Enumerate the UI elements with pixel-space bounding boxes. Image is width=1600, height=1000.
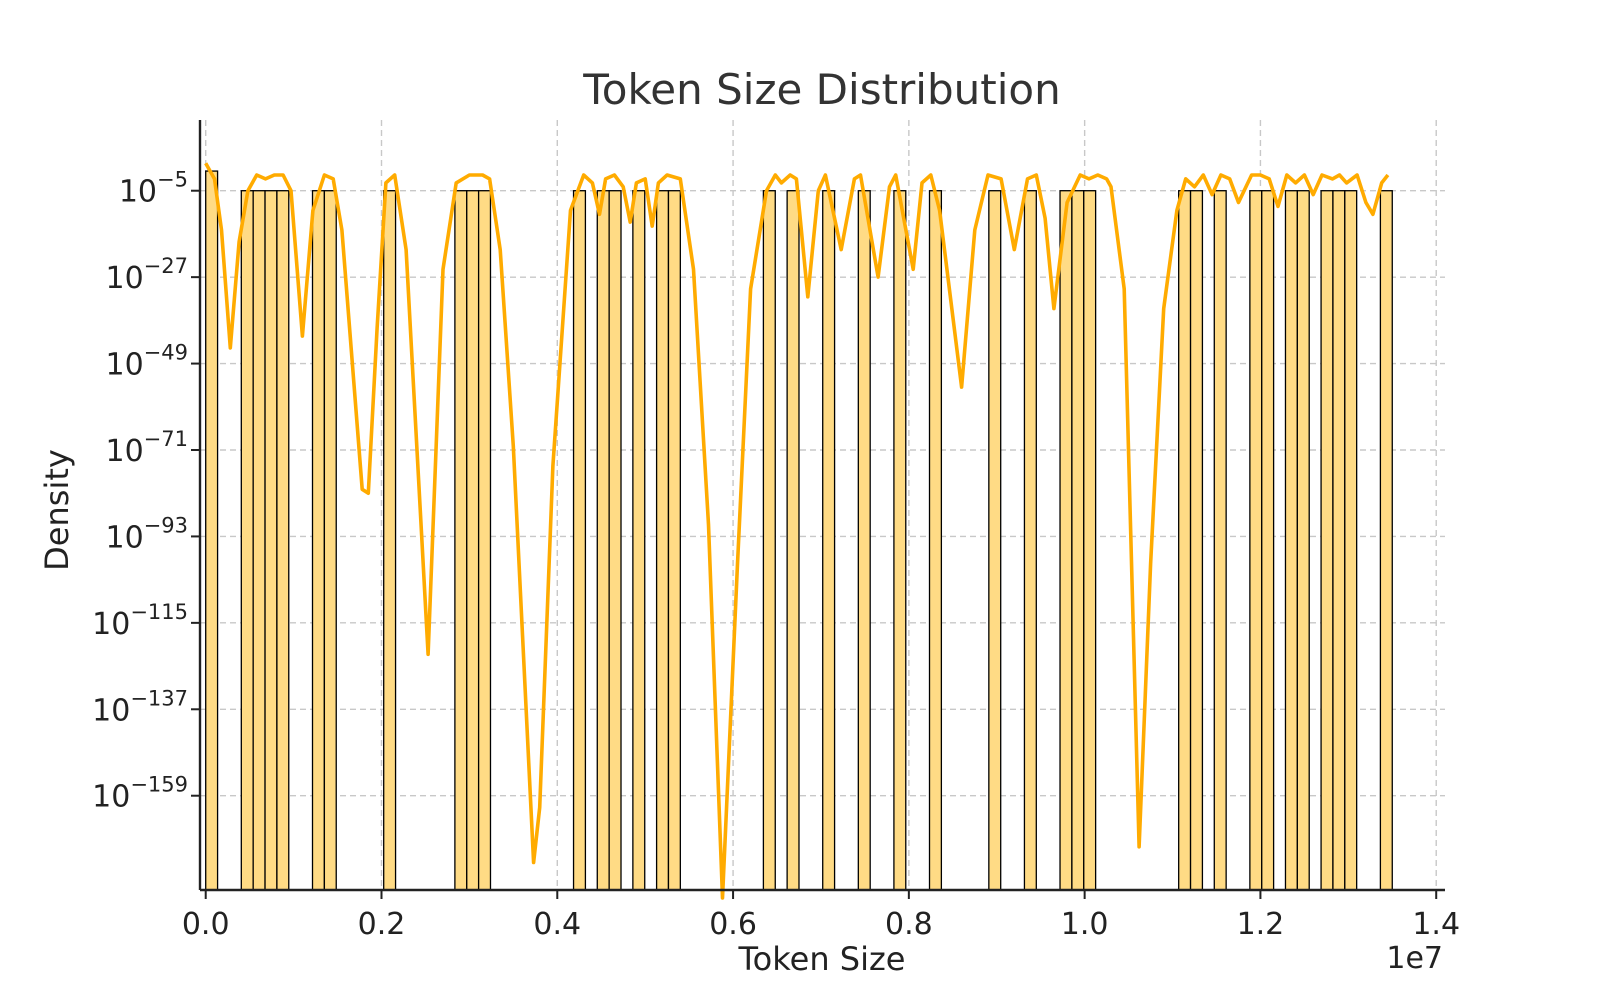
histogram-bar [1296, 190, 1310, 891]
histogram-bar [1083, 190, 1097, 891]
histogram-bar [1059, 190, 1073, 891]
histogram-bar [240, 190, 254, 891]
histogram-bar [1344, 190, 1358, 891]
x-tick-label: 0.8 [885, 907, 933, 942]
y-tick-label: 10−93 [105, 513, 188, 555]
histogram-bar [252, 190, 266, 891]
histogram-bar [466, 190, 480, 891]
y-tick-label: 10−49 [105, 341, 188, 383]
y-tick-label: 10−137 [92, 686, 188, 728]
x-offset-label: 1e7 [1386, 941, 1443, 976]
x-tick-label: 0.0 [182, 907, 230, 942]
y-tick-label: 10−159 [92, 773, 188, 815]
histogram-bar [762, 190, 776, 891]
histogram-bar [1261, 190, 1275, 891]
histogram-bar [1189, 190, 1204, 891]
histogram-bar [454, 190, 468, 891]
histogram-bar [1178, 190, 1192, 891]
y-axis-label: Density [38, 449, 76, 571]
x-tick-label: 0.6 [709, 907, 757, 942]
x-tick-label: 1.4 [1412, 907, 1460, 942]
histogram-bar [632, 190, 646, 891]
kde-line [204, 162, 1390, 900]
y-tick-label: 10−5 [119, 168, 188, 210]
y-ticks: 10−5 10−27 10−49 10−71 10−93 10−115 10−137 10−1… [92, 168, 200, 815]
histogram-bar [572, 190, 587, 891]
y-tick-label: 10−115 [92, 600, 188, 642]
x-tick-label: 1.0 [1061, 907, 1109, 942]
histogram-bar [857, 190, 871, 891]
histogram-bar [383, 190, 397, 891]
histogram-bar [1023, 190, 1037, 891]
histogram-bar [1379, 190, 1393, 891]
histogram-bar [264, 190, 278, 891]
histogram-bar [786, 190, 800, 891]
x-tick-label: 1.2 [1237, 907, 1285, 942]
histogram-bars [205, 170, 1393, 891]
histogram-bar [655, 190, 670, 891]
histogram-bar [1332, 190, 1346, 891]
histogram-bar [1249, 190, 1263, 891]
x-tick-label: 0.4 [533, 907, 581, 942]
histogram-bar [311, 190, 326, 891]
kde-series [204, 162, 1390, 900]
histogram-bar [1320, 190, 1334, 891]
chart-title: Token Size Distribution [582, 65, 1060, 114]
x-ticks: 0.0 0.2 0.4 0.6 0.8 1.0 1.2 1.4 [182, 890, 1460, 942]
histogram-bar [667, 190, 681, 891]
histogram-bar [477, 190, 492, 891]
y-tick-label: 10−71 [105, 427, 188, 469]
histogram-bar [893, 190, 907, 891]
histogram-bar [1071, 190, 1085, 891]
x-tick-label: 0.2 [358, 907, 406, 942]
axes [198, 120, 1445, 892]
histogram-bar [205, 170, 219, 891]
histogram-bar [1284, 190, 1298, 891]
histogram-bar [596, 190, 610, 891]
histogram-bar [928, 190, 943, 891]
histogram-bar [1213, 190, 1227, 891]
histogram-bar [323, 190, 337, 891]
histogram-bar [276, 190, 290, 891]
histogram-bar [608, 190, 622, 891]
histogram-bar [822, 190, 836, 891]
x-axis-label: Token Size [738, 940, 906, 978]
histogram-bar [988, 190, 1002, 891]
y-tick-label: 10−27 [105, 254, 188, 296]
